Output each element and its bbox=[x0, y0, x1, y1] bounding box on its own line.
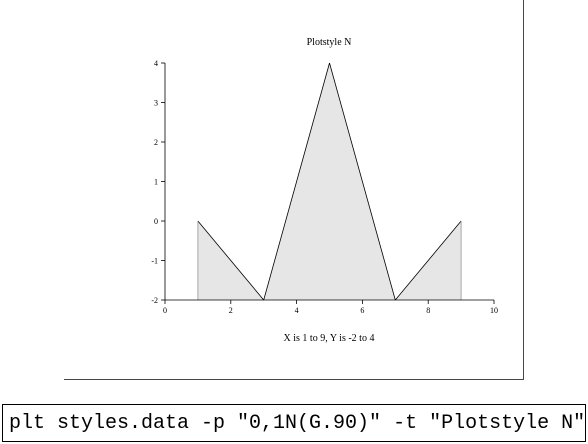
chart: Plotstyle N X is 1 to 9, Y is -2 to 4 0 2… bbox=[151, 37, 498, 344]
x-tick-label: 2 bbox=[229, 306, 233, 315]
x-tick-label: 8 bbox=[426, 306, 430, 315]
command-text: plt styles.data -p "0,1N(G.90)" -t "Plot… bbox=[9, 411, 586, 435]
y-tick-label: 3 bbox=[154, 99, 158, 108]
series-line-segment bbox=[197, 220, 265, 301]
plot-area: 0 2 4 6 8 10 -2 -1 0 1 2 3 4 bbox=[151, 59, 498, 315]
x-tick-label: 4 bbox=[295, 306, 299, 315]
y-tick-label: 0 bbox=[154, 217, 158, 226]
y-tick-label: 1 bbox=[154, 178, 158, 187]
y-tick-label: 4 bbox=[154, 59, 158, 68]
command-box: plt styles.data -p "0,1N(G.90)" -t "Plot… bbox=[2, 404, 586, 442]
series-line-segment bbox=[263, 62, 330, 301]
x-axis-title: X is 1 to 9, Y is -2 to 4 bbox=[284, 333, 375, 344]
area-fill bbox=[197, 63, 462, 300]
x-tick-label: 0 bbox=[163, 306, 167, 315]
series-line-segment bbox=[329, 62, 396, 301]
y-tick-label: 2 bbox=[154, 138, 158, 147]
x-tick-label: 10 bbox=[490, 306, 498, 315]
y-tick-label: -1 bbox=[151, 257, 158, 266]
chart-title: Plotstyle N bbox=[307, 37, 352, 48]
y-tick-label: -2 bbox=[151, 296, 158, 305]
x-tick-label: 6 bbox=[360, 306, 364, 315]
plot-frame bbox=[64, 0, 524, 380]
series-line-segment bbox=[394, 220, 462, 301]
